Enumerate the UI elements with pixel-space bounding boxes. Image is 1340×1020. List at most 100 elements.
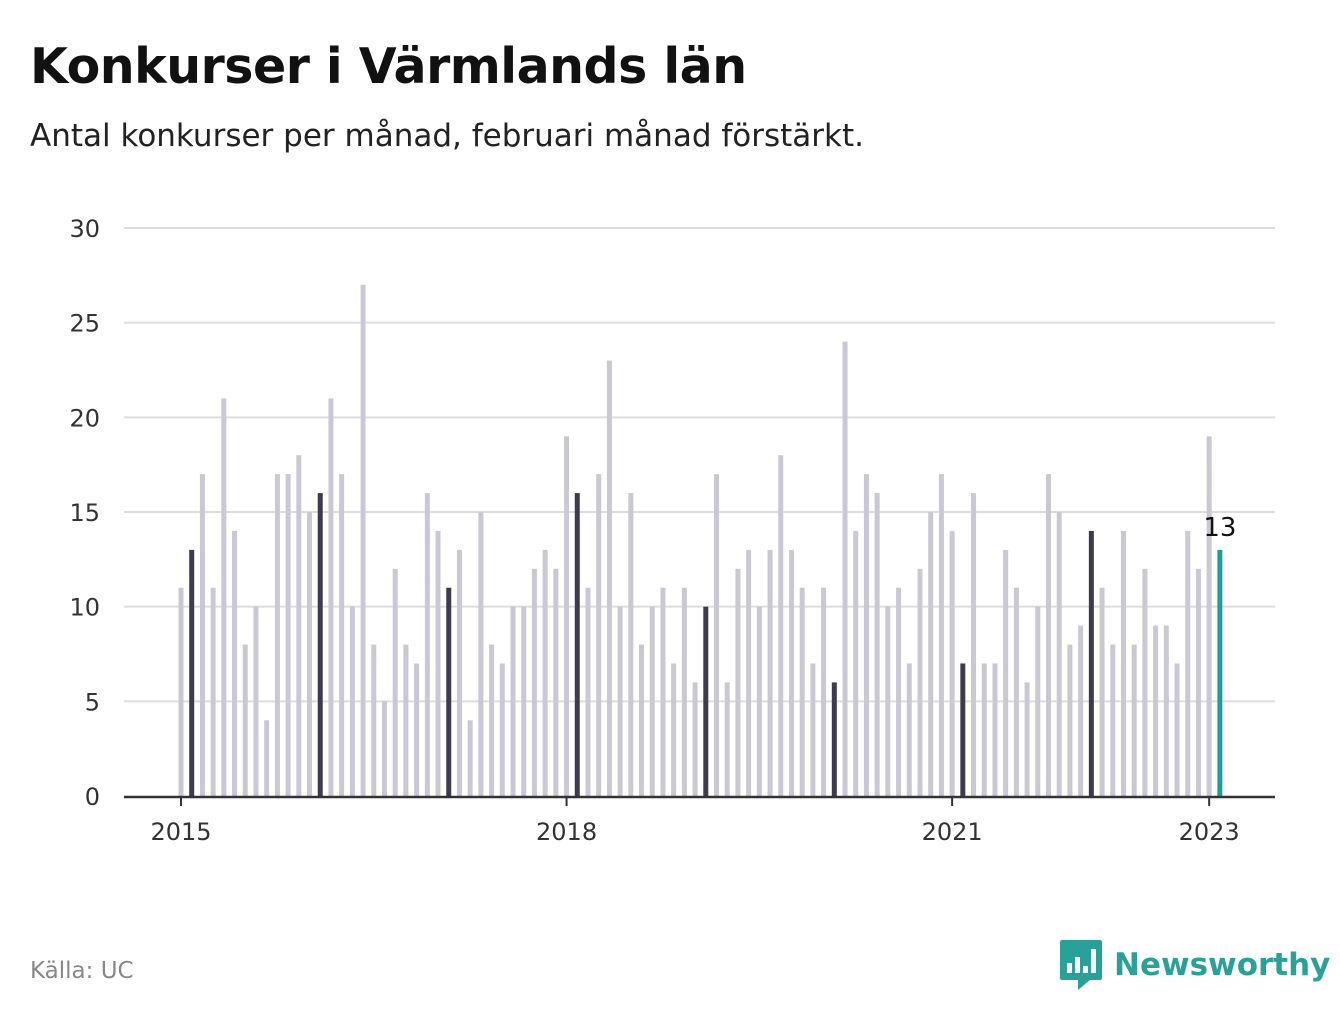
bar-75 [981,663,987,796]
bar-chart: 0 5 10 15 20 25 30 2015 2018 2021 2023 13 [69,215,1275,846]
value-label-latest: 13 [1203,513,1236,543]
bar-21 [403,644,409,796]
bar-73 [960,663,966,796]
bar-46 [671,663,677,796]
newsworthy-logo[interactable]: Newsworthy [1060,940,1330,990]
y-tick-label-15: 15 [69,499,100,527]
bar-28 [478,512,484,796]
bar-9 [274,474,280,796]
bar-95 [1195,568,1201,796]
bar-61 [831,682,837,796]
bar-42 [628,493,634,796]
bars [178,284,1223,796]
bar-63 [853,530,859,796]
bar-22 [414,663,420,796]
page-title: Konkurser i Värmlands län [30,38,747,95]
bar-89 [1131,644,1137,796]
bar-39 [596,474,602,796]
bar-76 [992,663,998,796]
bar-23 [424,493,430,796]
bar-65 [874,493,880,796]
bar-59 [810,663,816,796]
newsworthy-logo-icon [1060,940,1102,990]
bar-91 [1153,625,1159,796]
bar-3 [210,587,216,796]
bar-10 [285,474,291,796]
bar-86 [1099,587,1105,796]
bar-27 [467,720,473,796]
bar-54 [756,606,762,796]
x-tick-label-2018: 2018 [536,818,597,846]
bar-30 [499,663,505,796]
bar-44 [649,606,655,796]
bar-69 [917,568,923,796]
bar-25 [446,587,452,796]
bar-7 [253,606,259,796]
bar-12 [307,512,313,796]
bar-74 [971,493,977,796]
y-tick-label-0: 0 [85,783,100,811]
bar-93 [1174,663,1180,796]
page-subtitle: Antal konkurser per månad, februari måna… [30,118,864,154]
bar-87 [1110,644,1116,796]
newsworthy-logo-text: Newsworthy [1114,947,1331,983]
bar-6 [242,644,248,796]
bar-64 [863,474,869,796]
x-tick-label-2021: 2021 [922,818,983,846]
bar-83 [1067,644,1073,796]
bar-16 [349,606,355,796]
bar-84 [1078,625,1084,796]
bar-48 [692,682,698,796]
bar-19 [381,701,387,796]
bar-2 [199,474,205,796]
bar-78 [1013,587,1019,796]
bar-4 [221,398,227,796]
source-note: Källa: UC [30,958,134,984]
bar-72 [949,530,955,796]
bar-32 [521,606,527,796]
bar-14 [328,398,334,796]
bar-11 [296,455,302,796]
bar-26 [456,549,462,796]
bar-53 [746,549,752,796]
bar-29 [489,644,495,796]
bar-41 [617,606,623,796]
bar-1 [189,549,195,796]
bar-58 [799,587,805,796]
y-tick-label-10: 10 [69,594,100,622]
bar-55 [767,549,773,796]
bar-97 [1217,549,1223,796]
bar-40 [606,360,612,796]
y-tick-label-25: 25 [69,310,100,338]
bar-35 [553,568,559,796]
bar-37 [574,493,580,796]
bar-77 [1003,549,1009,796]
x-tick-label-2023: 2023 [1179,818,1240,846]
bar-90 [1142,568,1148,796]
bar-5 [232,530,238,796]
bar-52 [735,568,741,796]
bar-85 [1088,530,1094,796]
bar-24 [435,530,441,796]
bar-36 [564,436,570,796]
bar-60 [821,587,827,796]
bar-43 [639,644,645,796]
bar-62 [842,341,848,796]
bar-56 [778,455,784,796]
bar-49 [703,606,709,796]
bar-31 [510,606,516,796]
axes [124,795,1275,806]
bar-96 [1206,436,1212,796]
bar-20 [392,568,398,796]
bar-8 [264,720,270,796]
x-tick-label-2015: 2015 [150,818,211,846]
bar-38 [585,587,591,796]
y-tick-label-5: 5 [85,688,100,716]
bar-15 [339,474,345,796]
bar-92 [1163,625,1169,796]
bar-45 [660,587,666,796]
bar-33 [531,568,537,796]
bar-18 [371,644,377,796]
bar-47 [681,587,687,796]
bar-66 [885,606,891,796]
